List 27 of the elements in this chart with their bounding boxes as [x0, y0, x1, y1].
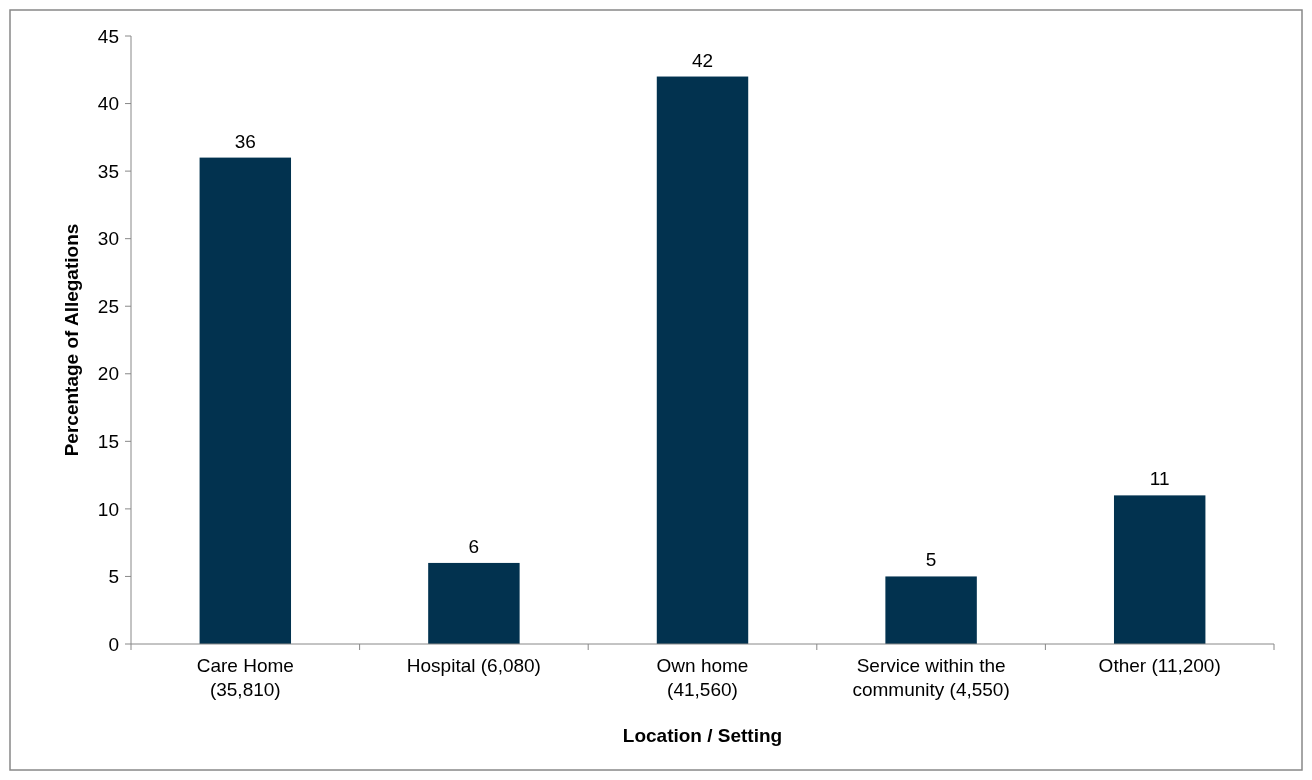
y-tick-label: 15	[97, 430, 119, 452]
data-label: 42	[691, 49, 714, 71]
y-tick-label: 20	[97, 363, 119, 385]
x-tick-label: Service within the community (4,550)	[852, 655, 1010, 700]
y-tick-label: 25	[97, 295, 119, 317]
x-axis-title: Location / Setting	[622, 725, 783, 746]
bar	[1113, 495, 1206, 644]
y-tick-label: 5	[108, 566, 119, 588]
data-label: 5	[925, 549, 937, 571]
data-label: 11	[1149, 468, 1170, 490]
y-tick-label: 45	[97, 25, 119, 47]
data-label: 6	[468, 535, 480, 557]
y-tick-label: 0	[108, 633, 119, 655]
y-tick-label: 35	[97, 160, 119, 182]
y-tick-label: 40	[97, 93, 119, 115]
x-tick-label: Hospital (6,080)	[406, 655, 541, 676]
data-label: 36	[234, 130, 256, 152]
x-tick-label: Care Home (35,810)	[196, 655, 294, 700]
x-tick-label: Own home (41,560)	[656, 655, 749, 700]
y-axis-title: Percentage of Allegations	[61, 223, 82, 457]
bar	[199, 157, 292, 644]
y-tick-label: 10	[97, 498, 119, 520]
bar	[656, 76, 749, 644]
bar	[885, 576, 977, 644]
y-tick-label: 30	[97, 228, 119, 250]
x-tick-label: Other (11,200)	[1098, 655, 1221, 676]
bar	[428, 562, 520, 644]
